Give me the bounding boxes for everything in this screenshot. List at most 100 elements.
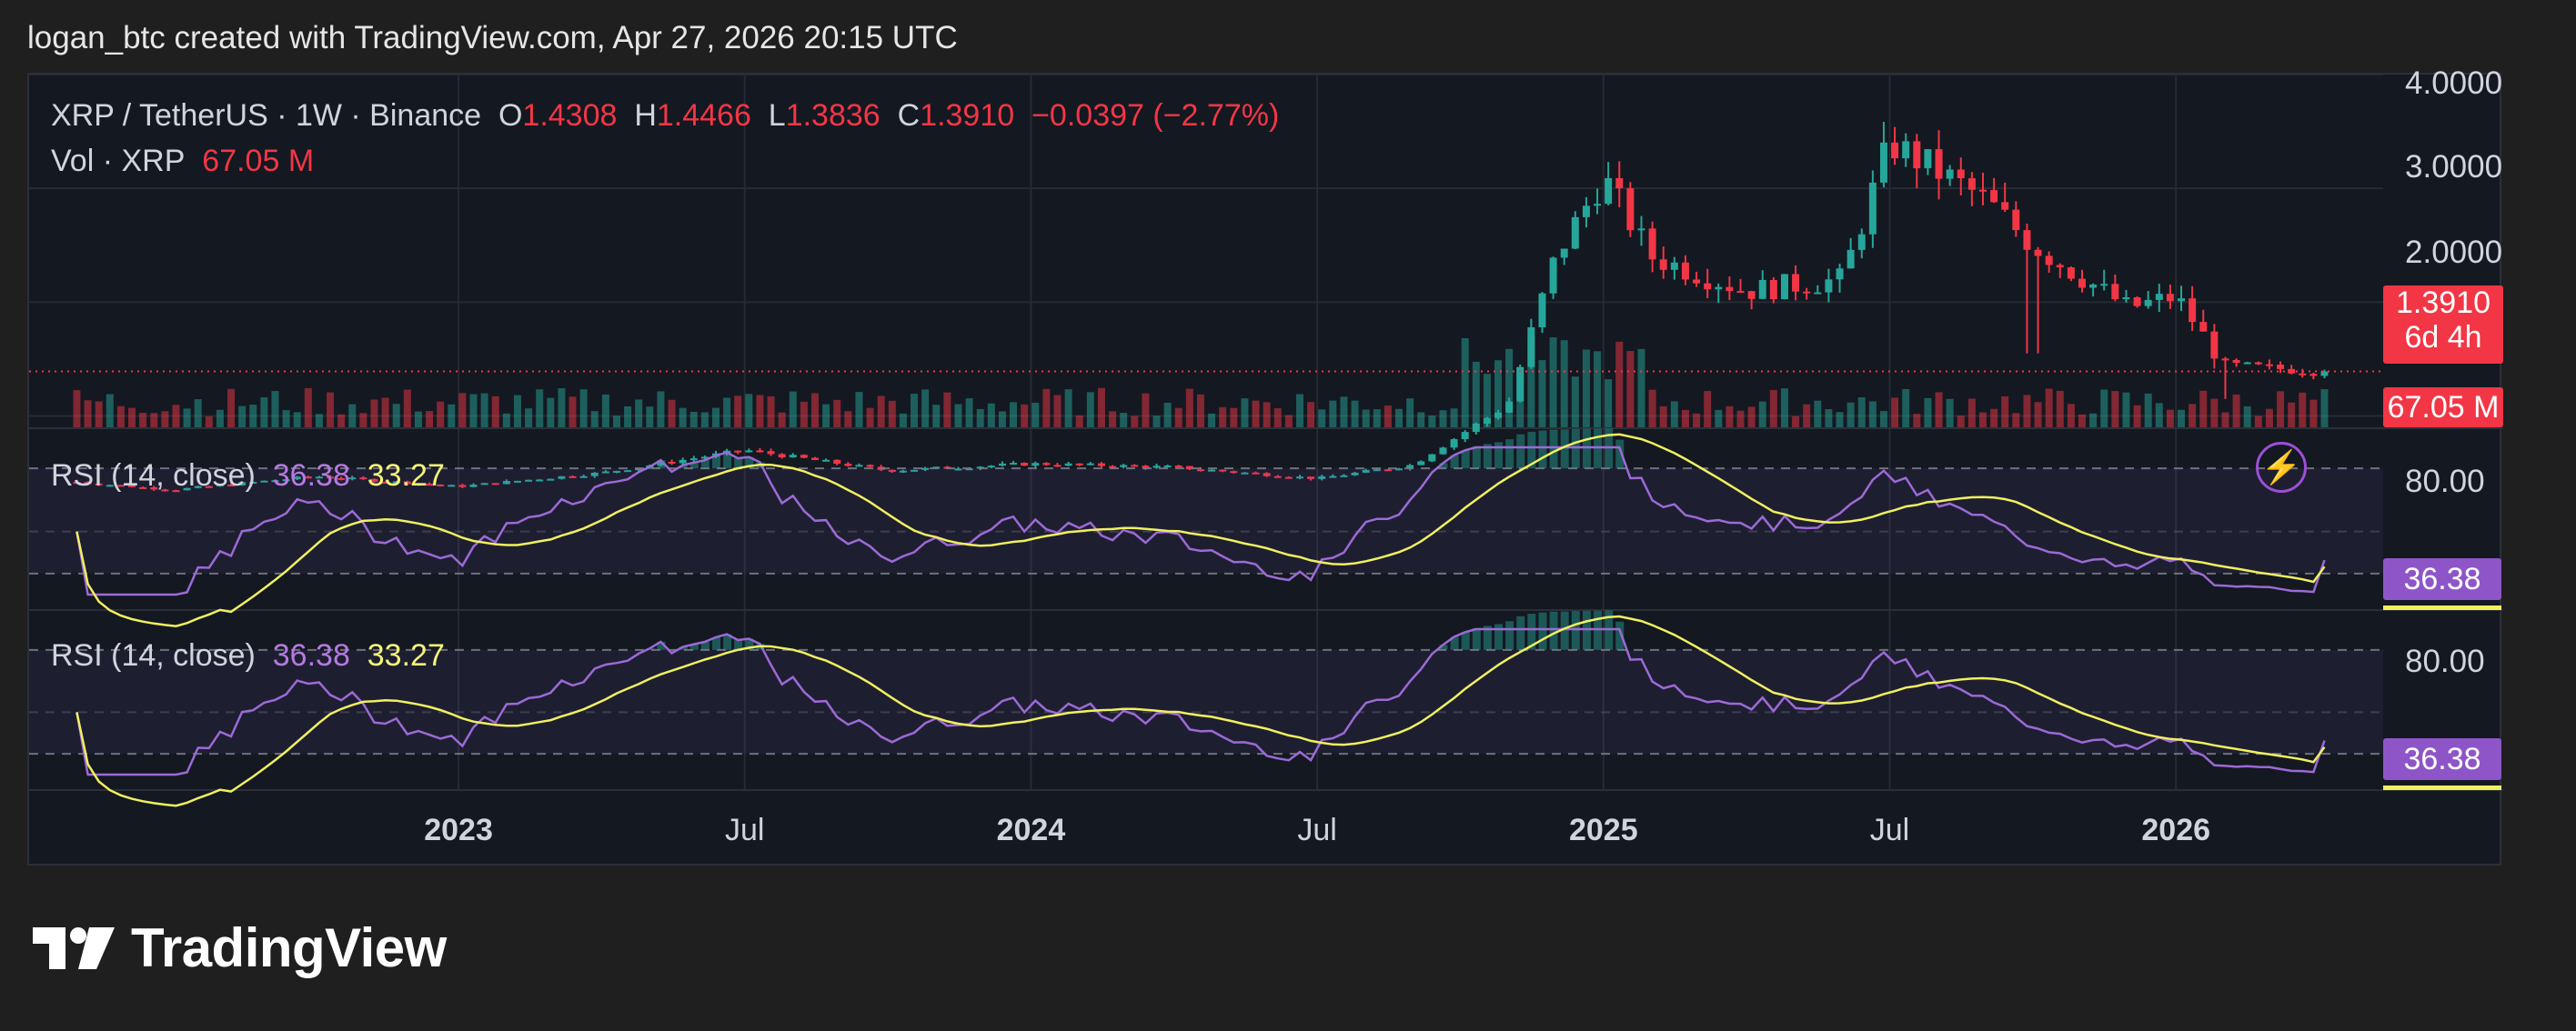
volume-bar xyxy=(2155,403,2163,427)
candle-body xyxy=(1605,177,1613,205)
volume-bar xyxy=(734,395,742,427)
candle-body xyxy=(2144,299,2152,306)
candle-body xyxy=(2023,230,2031,250)
rsi-overbought-fill xyxy=(723,634,732,650)
volume-bar xyxy=(1615,341,1624,427)
volume-bar xyxy=(183,408,191,427)
candle-body xyxy=(1769,279,1777,300)
volume-bar xyxy=(1715,409,1723,427)
candle-body xyxy=(1064,463,1072,466)
volume-bar xyxy=(128,407,136,427)
rsi-overbought-fill xyxy=(1571,610,1580,650)
volume-bar xyxy=(547,397,555,427)
candle-body xyxy=(359,477,367,480)
candle-body xyxy=(73,482,81,485)
candle-body xyxy=(1131,465,1139,467)
tradingview-logo[interactable]: TradingView xyxy=(33,916,447,979)
volume-bar xyxy=(877,395,885,427)
volume-bar xyxy=(359,413,367,427)
volume-bar xyxy=(282,410,290,427)
volume-bar xyxy=(789,391,797,427)
candle-body xyxy=(1670,262,1678,270)
candle-body xyxy=(1780,274,1788,300)
volume-bar xyxy=(1913,414,1921,427)
volume-bar xyxy=(1780,388,1788,427)
candle-body xyxy=(216,485,224,487)
candle-body xyxy=(899,470,907,473)
candle-body xyxy=(227,485,236,487)
volume-bar xyxy=(1406,398,1414,427)
low-value: 1.3836 xyxy=(785,98,880,133)
rsi-overbought-fill xyxy=(1516,434,1525,469)
candle-body xyxy=(866,465,874,467)
candle-body xyxy=(194,485,202,488)
candle-body xyxy=(315,476,323,479)
volume-bar xyxy=(116,405,125,427)
volume-bar xyxy=(1792,415,1800,427)
rsi-overbought-fill xyxy=(700,460,709,469)
rsi-overbought-fill xyxy=(1461,632,1470,650)
volume-bar xyxy=(271,391,279,427)
volume-bar xyxy=(2232,394,2240,427)
volume-bar xyxy=(437,401,445,427)
candle-body xyxy=(2067,267,2075,279)
volume-bar xyxy=(624,405,632,427)
close-value: 1.3910 xyxy=(920,98,1015,133)
rsi-overbought-fill xyxy=(1494,624,1504,650)
rsi-overbought-fill xyxy=(1560,429,1569,469)
volume-bar xyxy=(2243,405,2251,427)
candle-body xyxy=(1726,286,1734,292)
rsi-ma-line xyxy=(75,615,2326,807)
rsi-tag-2: 36.38 xyxy=(2383,738,2501,780)
rsi-line xyxy=(75,445,2326,596)
volume-bar xyxy=(888,400,896,427)
candle-body xyxy=(833,459,841,465)
candle-body xyxy=(789,455,797,458)
rsi-overbought-fill xyxy=(1450,636,1459,650)
rsi-ma-value: 33.27 xyxy=(367,458,445,493)
candle-body xyxy=(150,486,158,490)
volume-bar xyxy=(2166,409,2174,427)
volume-bar xyxy=(2254,415,2262,427)
candle-body xyxy=(2001,202,2009,210)
volume-bar xyxy=(811,393,820,427)
candle-body xyxy=(1857,234,1866,250)
candle-body xyxy=(569,475,577,478)
lightning-icon[interactable]: ⚡ xyxy=(2256,442,2307,493)
volume-bar xyxy=(293,412,301,427)
candle-body xyxy=(1571,216,1579,249)
volume-bar xyxy=(2001,395,2009,427)
volume-bar xyxy=(833,399,841,427)
volume-bar xyxy=(590,411,599,427)
volume-bar xyxy=(1185,388,1193,427)
rsi-overbought-fill xyxy=(689,462,699,469)
volume-bar xyxy=(998,411,1006,427)
volume-bar xyxy=(2023,395,2031,427)
rsi-overbought-fill xyxy=(1549,429,1558,469)
volume-bar xyxy=(1053,395,1062,427)
candle-body xyxy=(954,468,962,471)
volume-bar xyxy=(370,399,378,427)
candle-body xyxy=(2265,364,2273,366)
volume-bar xyxy=(2133,405,2141,427)
volume-bar xyxy=(84,400,92,427)
rsi-overbought-fill xyxy=(1527,431,1536,469)
candle-body xyxy=(95,483,103,485)
volume-bar xyxy=(2288,402,2296,427)
volume-bar xyxy=(1836,412,1844,427)
volume-bar xyxy=(1021,404,1029,427)
volume-label: Vol · XRP xyxy=(51,144,186,178)
candle-body xyxy=(579,475,588,478)
rsi-axis-label: 80.00 xyxy=(2405,644,2485,679)
candle-body xyxy=(1284,476,1293,479)
candle-body xyxy=(139,486,147,489)
volume-bar xyxy=(822,404,830,427)
candle-body xyxy=(2189,298,2197,323)
candle-body xyxy=(756,450,764,453)
volume-bar xyxy=(337,414,346,427)
chart-canvas[interactable] xyxy=(29,75,2503,867)
candle-body xyxy=(1395,468,1404,471)
chart-panel[interactable]: XRP / TetherUS · 1W · Binance O1.4308 H1… xyxy=(27,65,2503,867)
volume-bar xyxy=(711,407,719,427)
rsi-overbought-fill xyxy=(711,636,720,650)
